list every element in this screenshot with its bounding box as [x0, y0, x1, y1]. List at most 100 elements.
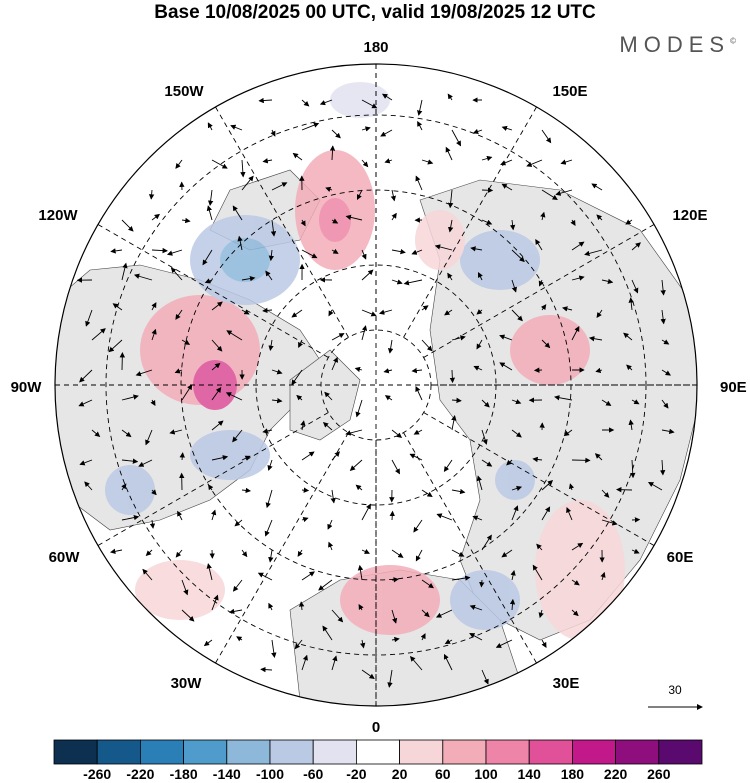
wind-vector [121, 219, 134, 232]
wind-vector [384, 395, 393, 401]
colorbar-swatch [658, 739, 703, 765]
wind-vector [469, 604, 483, 611]
wind-vector [110, 248, 123, 254]
wind-vector [628, 419, 634, 431]
longitude-label: 150E [552, 83, 587, 100]
wind-vector [476, 475, 483, 491]
wind-vector [361, 269, 374, 281]
wind-vector [331, 248, 339, 254]
wind-vector [481, 155, 493, 162]
wind-vector [236, 636, 243, 642]
wind-vector [571, 241, 585, 251]
wind-vector [84, 481, 93, 491]
wind-vector [451, 488, 466, 495]
wind-vector [211, 420, 224, 431]
wind-vector [345, 429, 363, 436]
wind-vector [91, 328, 106, 341]
wind-vector [181, 339, 191, 345]
wind-vector [571, 542, 584, 551]
wind-vector [472, 128, 483, 134]
wind-vector [225, 392, 243, 401]
wind-vector [301, 516, 309, 523]
wind-vector [361, 249, 367, 260]
wind-vector [403, 279, 423, 286]
wind-vector [241, 309, 250, 315]
wind-vector [570, 219, 576, 226]
longitude-label: 120E [672, 207, 707, 224]
wind-vector [265, 270, 273, 281]
wind-vector [444, 639, 453, 645]
wind-vector [211, 362, 221, 371]
wind-vector [175, 549, 183, 558]
wind-vector [355, 399, 363, 418]
wind-vector [411, 367, 423, 374]
wind-vector [151, 213, 161, 221]
colorbar-tick-label: -220 [126, 766, 155, 782]
wind-vector [228, 608, 243, 615]
wind-vector [571, 609, 579, 617]
colorbar [53, 739, 703, 765]
wind-vector [584, 249, 603, 256]
wind-vector [150, 399, 156, 407]
wind-vector [391, 429, 403, 439]
anomaly-negative-5 [495, 460, 535, 500]
wind-vector [511, 505, 519, 521]
wind-vector [181, 609, 195, 622]
wind-vector [415, 386, 423, 401]
wind-vector [301, 249, 318, 259]
wind-vector [121, 483, 127, 491]
wind-vector [356, 189, 363, 201]
wind-vector [121, 429, 132, 438]
brand-name: MODES [619, 32, 731, 57]
wind-vector [267, 459, 273, 471]
wind-vector [451, 335, 466, 341]
wind-vector [631, 399, 640, 405]
wind-vector [476, 309, 483, 315]
wind-vector [361, 549, 370, 554]
wind-vector [481, 669, 489, 685]
wind-vector [476, 339, 483, 350]
wind-vector [133, 273, 153, 281]
wind-vector [202, 249, 213, 266]
wind-vector [631, 279, 639, 294]
wind-vector [211, 387, 222, 401]
wind-vector [301, 99, 310, 107]
wind-vector [301, 654, 308, 671]
wind-vector [207, 122, 213, 131]
wind-vector [169, 429, 183, 435]
wind-vector [241, 455, 251, 461]
wind-vector [121, 262, 128, 281]
wind-vector [291, 309, 303, 318]
wind-vector [481, 459, 493, 467]
wind-vector [91, 429, 101, 438]
wind-vector [262, 428, 273, 434]
wind-vector [563, 429, 573, 437]
wind-vector [331, 218, 339, 224]
wind-vector [625, 219, 633, 225]
colorbar-swatch [615, 739, 660, 765]
wind-vector [661, 399, 669, 409]
colorbar-swatch [226, 739, 271, 765]
wind-vector [415, 549, 423, 562]
wind-vector [660, 309, 666, 325]
wind-vector [591, 183, 603, 191]
colorbar-tick-label: -20 [346, 766, 367, 782]
wind-vector [421, 305, 429, 311]
anomaly-positive-2-core [319, 198, 351, 242]
reference-vector: 30 [648, 683, 703, 710]
wind-vector [300, 219, 306, 227]
wind-vector [571, 325, 580, 341]
colorbar-swatch [312, 739, 357, 765]
wind-vector [541, 339, 551, 349]
wind-vector [526, 159, 543, 167]
wind-vector [391, 459, 400, 475]
wind-vector [391, 636, 400, 643]
wind-vector [294, 639, 303, 650]
wind-vector [361, 99, 378, 109]
wind-vector [555, 189, 573, 196]
wind-vector [151, 247, 168, 254]
wind-vector [121, 514, 140, 521]
wind-vector [568, 483, 575, 491]
wind-vector [623, 332, 633, 341]
